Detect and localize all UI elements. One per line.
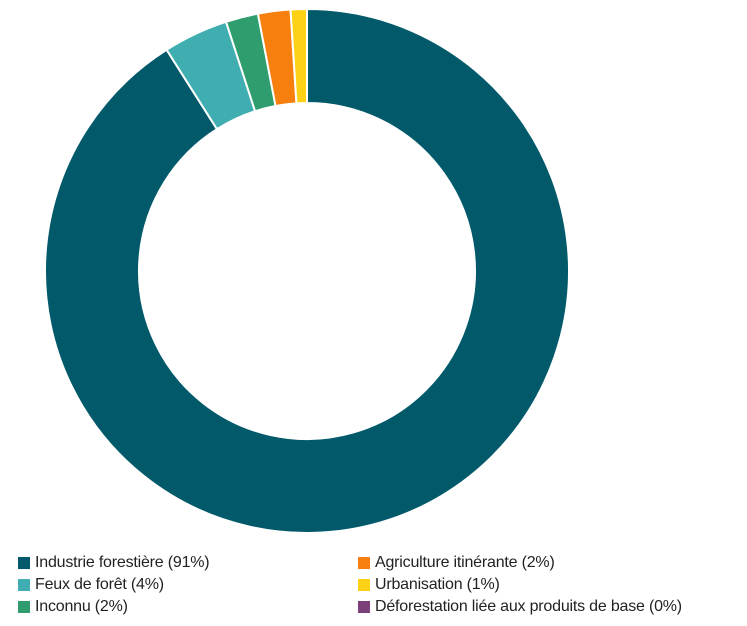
donut-slice: [44, 7, 570, 534]
legend-label: Urbanisation (1%): [375, 576, 500, 593]
legend-item-deforestation-produits-de-base: Déforestation liée aux produits de base …: [358, 597, 747, 617]
legend-item-industrie-forestiere: Industrie forestière (91%): [18, 553, 358, 573]
legend-label: Déforestation liée aux produits de base …: [375, 598, 682, 615]
legend-item-agriculture-itinerante: Agriculture itinérante (2%): [358, 553, 747, 573]
legend-label: Feux de forêt (4%): [35, 576, 164, 593]
legend-swatch: [358, 601, 370, 613]
legend-item-urbanisation: Urbanisation (1%): [358, 575, 747, 595]
chart-legend: Industrie forestière (91%) Agriculture i…: [18, 553, 747, 617]
legend-swatch: [18, 579, 30, 591]
legend-label: Agriculture itinérante (2%): [375, 554, 555, 571]
legend-swatch: [18, 601, 30, 613]
legend-swatch: [358, 557, 370, 569]
donut-chart: [44, 7, 570, 534]
legend-swatch: [18, 557, 30, 569]
legend-swatch: [358, 579, 370, 591]
legend-label: Inconnu (2%): [35, 598, 128, 615]
legend-item-inconnu: Inconnu (2%): [18, 597, 358, 617]
legend-item-feux-de-foret: Feux de forêt (4%): [18, 575, 358, 595]
legend-label: Industrie forestière (91%): [35, 554, 210, 571]
donut-slice: [289, 7, 308, 105]
